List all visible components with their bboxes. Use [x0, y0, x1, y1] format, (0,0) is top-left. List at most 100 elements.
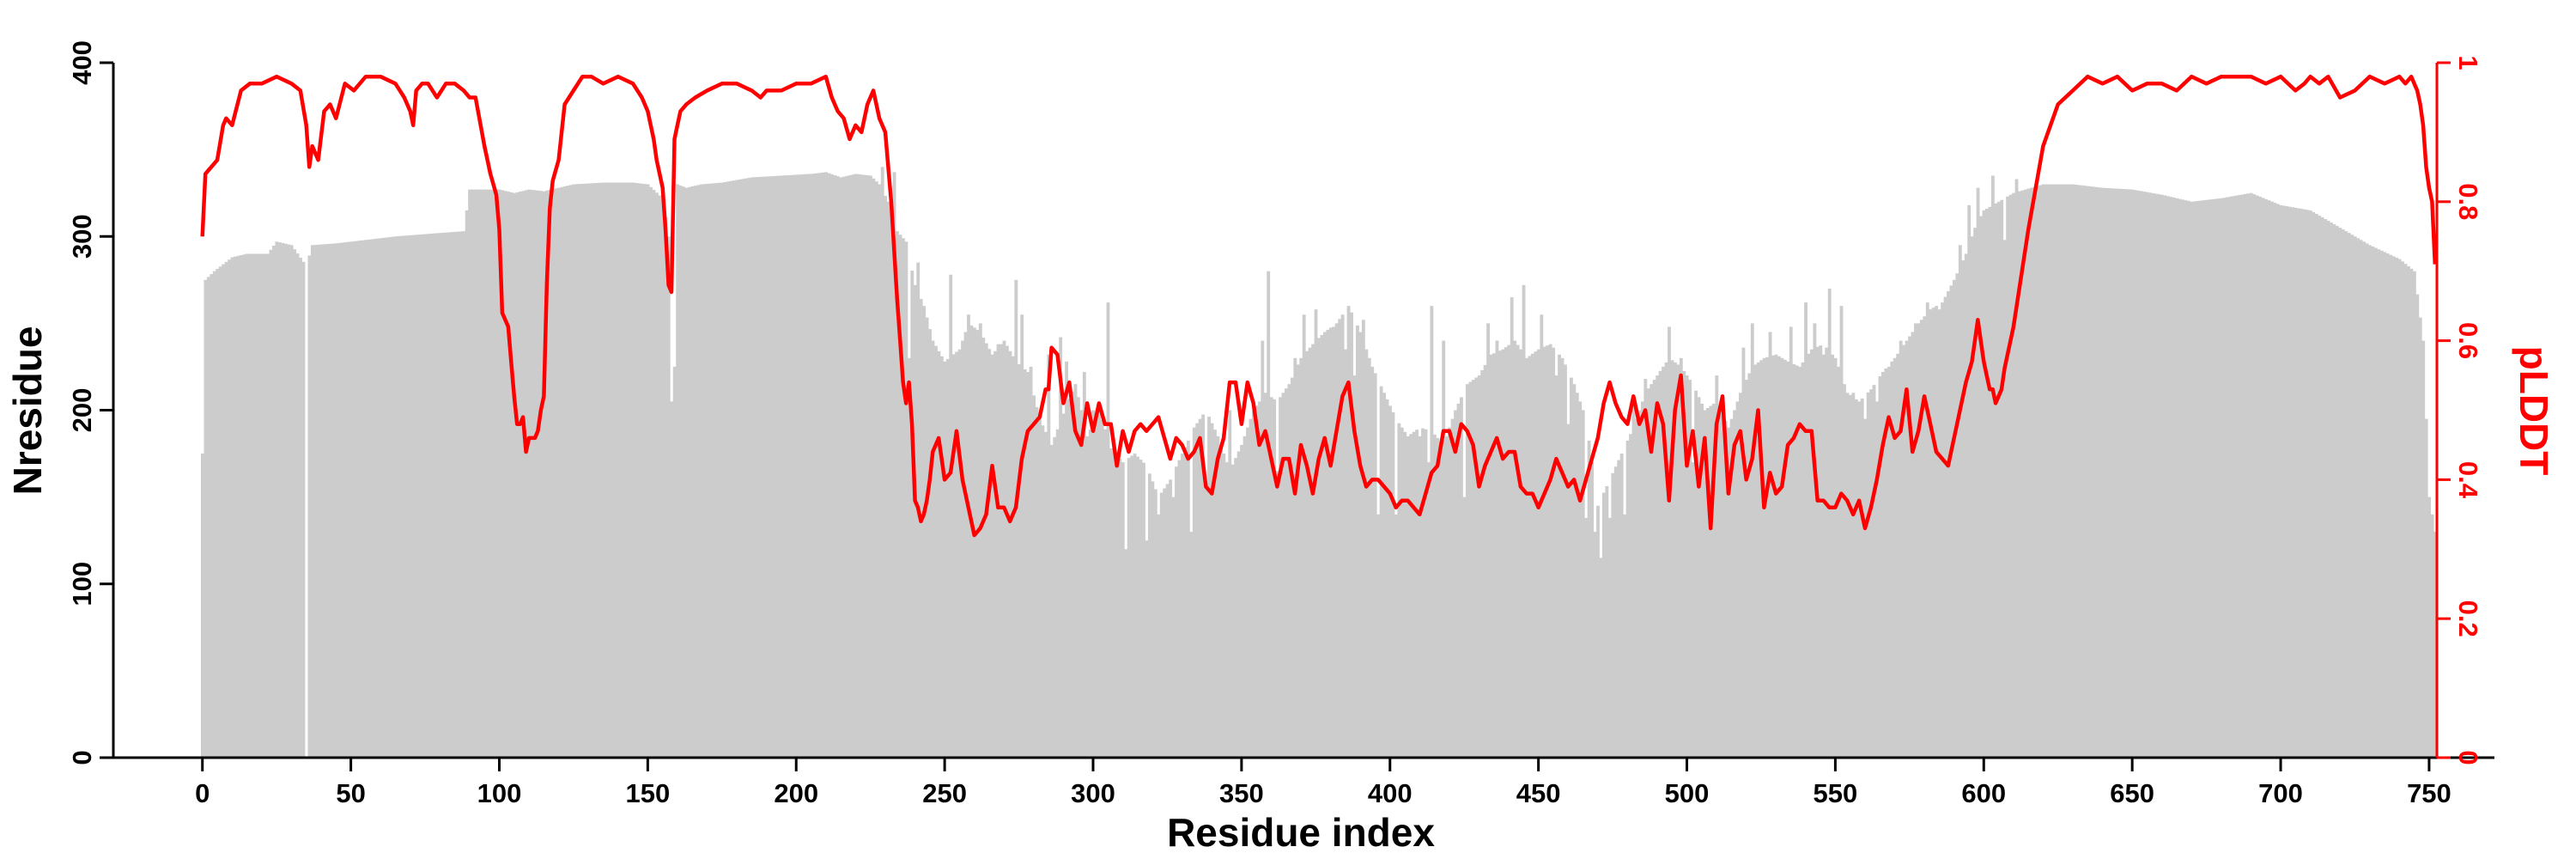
residue-bar	[1412, 431, 1416, 758]
residue-bar	[545, 190, 549, 758]
residue-bar	[2421, 340, 2426, 758]
residue-bar	[1308, 347, 1312, 758]
residue-bar	[1005, 345, 1009, 758]
residue-bar	[1147, 473, 1151, 758]
residue-bar	[2130, 189, 2135, 758]
residue-bar	[1795, 365, 1799, 758]
residue-bar	[2356, 238, 2360, 758]
residue-bar	[2148, 192, 2153, 758]
residue-bar	[2057, 184, 2060, 758]
residue-bar	[1540, 314, 1544, 758]
residue-bar	[1112, 452, 1116, 758]
residue-bar	[2237, 195, 2241, 758]
residue-bar	[222, 264, 226, 758]
residue-bar	[1430, 306, 1434, 758]
residue-bar	[1498, 350, 1502, 758]
residue-bar	[1534, 351, 1538, 758]
plddt-line-layer	[200, 74, 2438, 538]
residue-bar	[1741, 347, 1746, 758]
residue-bar	[1406, 436, 1410, 758]
residue-bar	[759, 176, 762, 758]
residue-bar	[1578, 401, 1583, 758]
residue-bar	[2157, 194, 2161, 758]
residue-bar	[1807, 353, 1811, 758]
y-tick-label-right: 0.6	[2453, 322, 2483, 359]
residue-bar	[1358, 332, 1363, 758]
residue-bar	[1236, 451, 1241, 758]
residue-bar	[1973, 228, 1978, 758]
residue-bar	[1361, 320, 1365, 758]
residue-bar	[2415, 294, 2420, 758]
residue-bar	[1821, 354, 1826, 758]
y-tick-label-left: 300	[67, 214, 97, 259]
residue-bar	[2154, 193, 2158, 758]
residue-bar	[385, 237, 389, 758]
residue-bar	[800, 174, 805, 758]
residue-bar	[723, 181, 727, 758]
residue-bar	[2373, 247, 2378, 758]
residue-bar	[483, 189, 487, 758]
residue-bar	[794, 174, 799, 758]
residue-bar	[1890, 361, 1894, 758]
residue-bar	[1917, 323, 1921, 758]
residue-bar	[2122, 189, 2125, 758]
residue-bar	[2401, 261, 2404, 758]
residue-bar	[1640, 401, 1644, 758]
residue-bar	[2220, 198, 2224, 758]
residue-bar	[1522, 284, 1526, 758]
residue-bar	[774, 175, 778, 758]
residue-bar	[1744, 380, 1748, 758]
residue-bar	[480, 189, 483, 758]
residue-bar	[283, 243, 288, 758]
residue-bar	[230, 257, 234, 758]
residue-bar	[890, 211, 894, 758]
residue-bar	[2326, 221, 2330, 758]
residue-bar	[491, 189, 495, 758]
residue-bar	[1717, 407, 1722, 758]
y-tick-label-left: 400	[67, 40, 97, 85]
residue-bar	[1400, 427, 1404, 758]
residue-bar	[1996, 201, 2001, 758]
residue-bar	[943, 361, 947, 758]
residue-bar	[2092, 186, 2096, 758]
residue-bar	[1376, 514, 1381, 758]
residue-bar	[2383, 252, 2387, 758]
residue-bar	[1552, 347, 1556, 758]
y-tick-label-right: 0.8	[2453, 183, 2483, 220]
residue-bar	[797, 174, 801, 758]
residue-bar	[2273, 203, 2277, 758]
residue-bar	[1216, 436, 1220, 758]
residue-bar	[1768, 332, 1772, 758]
residue-bar	[2306, 210, 2310, 758]
residue-bar	[854, 174, 858, 758]
residue-bar	[2104, 187, 2108, 758]
residue-bar	[1679, 357, 1683, 758]
residue-bar	[1833, 357, 1838, 758]
residue-bar	[1409, 434, 1413, 758]
residue-bar	[660, 198, 665, 758]
residue-bar	[1700, 403, 1704, 758]
residue-bar	[1581, 410, 1585, 758]
residue-bar	[693, 186, 697, 758]
residue-bar	[1103, 429, 1107, 758]
residue-bar	[1017, 363, 1021, 758]
residue-bar	[1222, 454, 1226, 758]
residue-bar	[611, 182, 615, 758]
residue-bar	[465, 210, 469, 758]
residue-bar	[1201, 414, 1206, 758]
residue-bar	[1121, 462, 1125, 758]
residue-bar	[2044, 184, 2049, 758]
residue-bar	[2006, 196, 2010, 758]
residue-bar	[495, 189, 499, 758]
residue-bar	[1905, 340, 1909, 758]
residue-bar	[2178, 198, 2182, 758]
residue-bar	[1055, 429, 1060, 758]
residue-bar	[403, 235, 406, 758]
residue-bar	[319, 244, 324, 758]
residue-bar	[206, 277, 210, 758]
residue-bar	[1872, 385, 1876, 758]
residue-bar	[2163, 195, 2167, 758]
residue-bar	[1388, 405, 1392, 758]
residue-bar	[1257, 401, 1261, 758]
